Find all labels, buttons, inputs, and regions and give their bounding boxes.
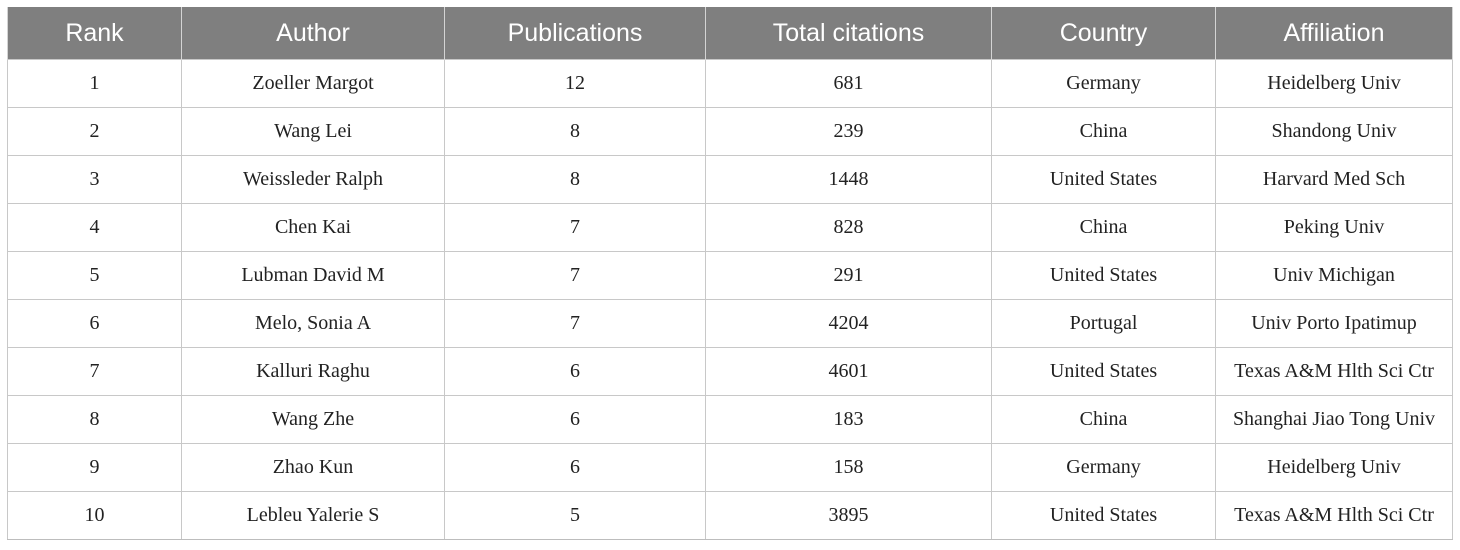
header-country: Country: [991, 7, 1216, 60]
table-row: 4 Chen Kai 7 828 China Peking Univ: [7, 203, 1453, 252]
country-cell: United States: [991, 491, 1216, 540]
total-citations-cell: 158: [705, 443, 992, 492]
author-cell: Wang Zhe: [181, 395, 445, 444]
affiliation-cell: Univ Michigan: [1215, 251, 1453, 300]
table-header: Rank Author Publications Total citations…: [7, 7, 1453, 60]
rank-cell: 1: [7, 59, 182, 108]
total-citations-cell: 681: [705, 59, 992, 108]
affiliation-cell: Harvard Med Sch: [1215, 155, 1453, 204]
publications-cell: 7: [444, 251, 706, 300]
total-citations-cell: 239: [705, 107, 992, 156]
rank-cell: 7: [7, 347, 182, 396]
country-cell: China: [991, 203, 1216, 252]
total-citations-cell: 1448: [705, 155, 992, 204]
publications-cell: 6: [444, 347, 706, 396]
table-row: 10 Lebleu Yalerie S 5 3895 United States Texa…: [7, 491, 1453, 540]
author-cell: Zoeller Margot: [181, 59, 445, 108]
country-cell: Germany: [991, 59, 1216, 108]
publications-cell: 5: [444, 491, 706, 540]
header-affiliation: Affiliation: [1215, 7, 1453, 60]
table-row: 3 Weissleder Ralph 8 1448 United States Harva…: [7, 155, 1453, 204]
country-cell: China: [991, 107, 1216, 156]
table-row: 2 Wang Lei 8 239 China Shandong Univ: [7, 107, 1453, 156]
rank-cell: 3: [7, 155, 182, 204]
author-cell: Melo, Sonia A: [181, 299, 445, 348]
publications-cell: 6: [444, 443, 706, 492]
total-citations-cell: 183: [705, 395, 992, 444]
header-author: Author: [181, 7, 445, 60]
affiliation-cell: Peking Univ: [1215, 203, 1453, 252]
author-cell: Zhao Kun: [181, 443, 445, 492]
header-publications: Publications: [444, 7, 706, 60]
country-cell: China: [991, 395, 1216, 444]
publications-cell: 7: [444, 203, 706, 252]
publications-cell: 7: [444, 299, 706, 348]
table-row: 6 Melo, Sonia A 7 4204 Portugal Univ Porto Ip…: [7, 299, 1453, 348]
table-body: 1 Zoeller Margot 12 681 Germany Heidelberg Un…: [7, 59, 1453, 540]
affiliation-cell: Texas A&M Hlth Sci Ctr: [1215, 491, 1453, 540]
total-citations-cell: 291: [705, 251, 992, 300]
rank-cell: 10: [7, 491, 182, 540]
authors-table: Rank Author Publications Total citations…: [7, 7, 1453, 540]
publications-cell: 8: [444, 107, 706, 156]
rank-cell: 2: [7, 107, 182, 156]
publications-cell: 6: [444, 395, 706, 444]
header-row: Rank Author Publications Total citations…: [7, 7, 1453, 60]
table-row: 1 Zoeller Margot 12 681 Germany Heidelberg Un…: [7, 59, 1453, 108]
rank-cell: 5: [7, 251, 182, 300]
country-cell: Germany: [991, 443, 1216, 492]
author-cell: Chen Kai: [181, 203, 445, 252]
author-cell: Weissleder Ralph: [181, 155, 445, 204]
country-cell: United States: [991, 347, 1216, 396]
rank-cell: 8: [7, 395, 182, 444]
authors-table-container: Rank Author Publications Total citations…: [7, 7, 1453, 540]
rank-cell: 9: [7, 443, 182, 492]
country-cell: United States: [991, 251, 1216, 300]
author-cell: Wang Lei: [181, 107, 445, 156]
table-row: 9 Zhao Kun 6 158 Germany Heidelberg Univ: [7, 443, 1453, 492]
author-cell: Lubman David M: [181, 251, 445, 300]
header-rank: Rank: [7, 7, 182, 60]
total-citations-cell: 828: [705, 203, 992, 252]
country-cell: United States: [991, 155, 1216, 204]
total-citations-cell: 4601: [705, 347, 992, 396]
rank-cell: 4: [7, 203, 182, 252]
affiliation-cell: Shandong Univ: [1215, 107, 1453, 156]
author-cell: Lebleu Yalerie S: [181, 491, 445, 540]
affiliation-cell: Heidelberg Univ: [1215, 59, 1453, 108]
publications-cell: 8: [444, 155, 706, 204]
affiliation-cell: Texas A&M Hlth Sci Ctr: [1215, 347, 1453, 396]
author-cell: Kalluri Raghu: [181, 347, 445, 396]
total-citations-cell: 4204: [705, 299, 992, 348]
table-row: 5 Lubman David M 7 291 United States Univ Mic…: [7, 251, 1453, 300]
publications-cell: 12: [444, 59, 706, 108]
table-row: 8 Wang Zhe 6 183 China Shanghai Jiao Tong Uni…: [7, 395, 1453, 444]
affiliation-cell: Shanghai Jiao Tong Univ: [1215, 395, 1453, 444]
table-row: 7 Kalluri Raghu 6 4601 United States Texas A&…: [7, 347, 1453, 396]
country-cell: Portugal: [991, 299, 1216, 348]
affiliation-cell: Univ Porto Ipatimup: [1215, 299, 1453, 348]
header-total-citations: Total citations: [705, 7, 992, 60]
rank-cell: 6: [7, 299, 182, 348]
total-citations-cell: 3895: [705, 491, 992, 540]
affiliation-cell: Heidelberg Univ: [1215, 443, 1453, 492]
